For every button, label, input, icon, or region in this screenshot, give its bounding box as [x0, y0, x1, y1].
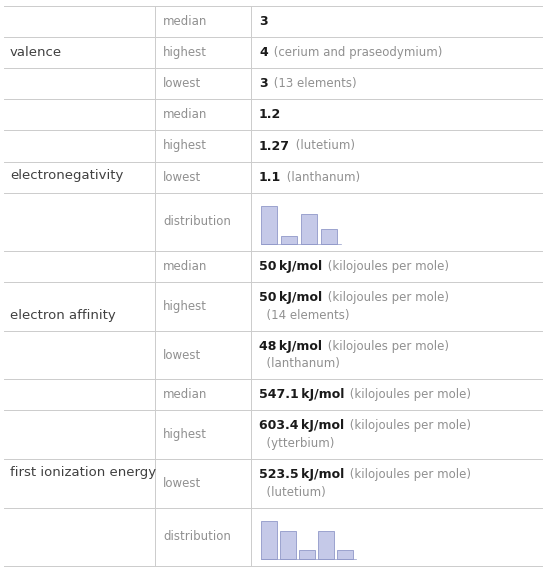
Bar: [261, 521, 277, 559]
Text: 48 kJ/mol: 48 kJ/mol: [259, 340, 322, 353]
Text: 603.4 kJ/mol: 603.4 kJ/mol: [259, 419, 344, 432]
Text: (kilojoules per mole): (kilojoules per mole): [324, 260, 449, 273]
Text: distribution: distribution: [163, 215, 231, 228]
Text: 1.27: 1.27: [259, 140, 290, 153]
Bar: [281, 236, 297, 244]
Bar: [337, 550, 353, 559]
Text: first ionization energy: first ionization energy: [10, 466, 156, 479]
Text: 50 kJ/mol: 50 kJ/mol: [259, 291, 322, 304]
Text: (lanthanum): (lanthanum): [283, 170, 360, 184]
Text: (ytterbium): (ytterbium): [259, 437, 334, 450]
Text: median: median: [163, 15, 207, 28]
Text: (14 elements): (14 elements): [259, 309, 349, 321]
Bar: [299, 550, 314, 559]
Text: (lutetium): (lutetium): [292, 140, 355, 153]
Text: 1.1: 1.1: [259, 170, 281, 184]
Text: highest: highest: [163, 140, 207, 153]
Text: (kilojoules per mole): (kilojoules per mole): [324, 291, 449, 304]
Text: median: median: [163, 388, 207, 402]
Text: (cerium and praseodymium): (cerium and praseodymium): [270, 46, 442, 59]
Text: distribution: distribution: [163, 530, 231, 543]
Text: (lanthanum): (lanthanum): [259, 358, 340, 370]
Bar: [318, 531, 334, 559]
Text: 3: 3: [259, 77, 268, 90]
Text: electron affinity: electron affinity: [10, 309, 116, 321]
Text: (13 elements): (13 elements): [270, 77, 356, 90]
Text: 50 kJ/mol: 50 kJ/mol: [259, 260, 322, 273]
Text: 523.5 kJ/mol: 523.5 kJ/mol: [259, 468, 344, 481]
Text: highest: highest: [163, 428, 207, 441]
Text: (lutetium): (lutetium): [259, 486, 326, 499]
Text: lowest: lowest: [163, 77, 201, 90]
Text: highest: highest: [163, 46, 207, 59]
Text: 3: 3: [259, 15, 268, 28]
Bar: [301, 214, 317, 244]
Text: lowest: lowest: [163, 477, 201, 490]
Text: lowest: lowest: [163, 170, 201, 184]
Bar: [280, 531, 295, 559]
Text: (kilojoules per mole): (kilojoules per mole): [346, 419, 471, 432]
Text: median: median: [163, 260, 207, 273]
Text: (kilojoules per mole): (kilojoules per mole): [346, 468, 471, 481]
Text: lowest: lowest: [163, 348, 201, 362]
Text: 1.2: 1.2: [259, 108, 281, 121]
Text: 547.1 kJ/mol: 547.1 kJ/mol: [259, 388, 345, 402]
Text: (kilojoules per mole): (kilojoules per mole): [324, 340, 449, 353]
Text: (kilojoules per mole): (kilojoules per mole): [346, 388, 471, 402]
Bar: [261, 206, 277, 244]
Text: electronegativity: electronegativity: [10, 169, 123, 182]
Text: 4: 4: [259, 46, 268, 59]
Text: highest: highest: [163, 300, 207, 313]
Text: valence: valence: [10, 46, 62, 59]
Text: median: median: [163, 108, 207, 121]
Bar: [321, 229, 337, 244]
